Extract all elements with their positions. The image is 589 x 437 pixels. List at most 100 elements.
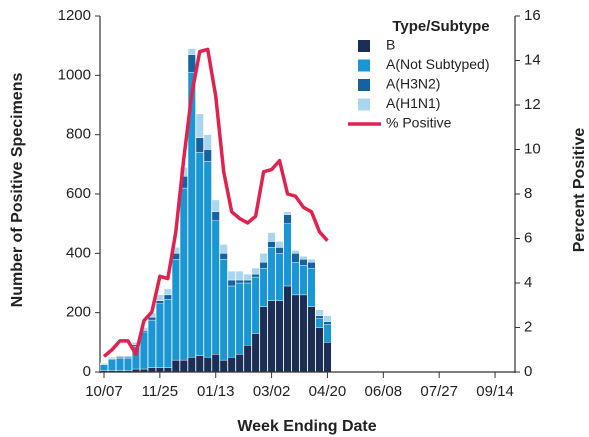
bar-segment: [251, 273, 260, 278]
bar-segment: [108, 356, 116, 359]
x-tick-label: 06/08: [365, 383, 403, 400]
bar-segment: [163, 299, 172, 368]
legend-swatch: [358, 40, 370, 52]
bar-segment: [203, 149, 212, 162]
bar-segment: [123, 355, 132, 358]
bar-segment: [123, 358, 132, 371]
bar-segment: [163, 294, 172, 300]
bar-segment: [307, 306, 316, 373]
y-tick-label: 1000: [58, 66, 91, 83]
y2-tick-label: 2: [524, 318, 532, 335]
bar-segment: [163, 288, 172, 296]
y2-tick-label: 10: [524, 140, 541, 157]
legend-label: A(Not Subtyped): [386, 56, 490, 72]
bar-segment: [116, 356, 124, 359]
bar-segment: [315, 327, 324, 373]
bar-segment: [275, 247, 284, 254]
bar-segment: [267, 300, 276, 373]
x-tick-label: 10/07: [85, 383, 123, 400]
y2-tick-label: 16: [524, 7, 541, 24]
bar-segment: [227, 285, 236, 358]
bar-segment: [243, 279, 252, 284]
bar-segment: [275, 241, 284, 248]
bar-segment: [251, 276, 260, 334]
x-tick-label: 09/14: [476, 383, 514, 400]
bar-segment: [147, 319, 156, 368]
bar-segment: [179, 187, 188, 361]
y2-axis-title: Percent Positive: [571, 128, 588, 253]
legend-swatch: [358, 79, 370, 91]
bar-segment: [283, 211, 292, 215]
bar-segment: [235, 282, 244, 355]
bar-segment: [211, 220, 220, 355]
y-tick-label: 400: [66, 244, 91, 261]
y-tick-label: 800: [66, 126, 91, 143]
y-tick-label: 200: [66, 304, 91, 321]
bar-segment: [291, 294, 300, 373]
bar-segment: [291, 250, 300, 254]
bar-segment: [275, 253, 284, 301]
y-tick-label: 1200: [58, 7, 91, 24]
bar-segment: [243, 273, 252, 281]
y2-tick-label: 8: [524, 185, 532, 202]
bar-segment: [116, 358, 124, 371]
x-axis-title: Week Ending Date: [237, 418, 376, 435]
bar-segment: [100, 362, 108, 365]
bar-segment: [211, 199, 220, 213]
legend-swatch: [358, 59, 370, 72]
bar-segment: [243, 282, 252, 346]
bar-segment: [259, 267, 268, 307]
x-tick-label: 07/27: [420, 383, 458, 400]
legend-label: B: [386, 37, 395, 53]
bar-segment: [315, 318, 324, 328]
bar-segment: [195, 113, 204, 138]
bar-segment: [147, 367, 156, 373]
bar-segment: [267, 232, 276, 242]
bar-segment: [171, 259, 180, 361]
legend-swatch: [358, 98, 370, 111]
x-tick-label: 11/25: [142, 383, 178, 400]
y-tick-label: 600: [66, 185, 91, 202]
y-tick-label: 0: [83, 363, 91, 380]
bar-segment: [323, 315, 332, 322]
bar-segment: [243, 345, 252, 373]
bar-segment: [227, 279, 236, 287]
bar-segment: [307, 267, 316, 307]
bar-segment: [235, 354, 244, 373]
bar-segment: [211, 211, 220, 221]
bar-segment: [195, 152, 204, 356]
bar-segment: [291, 253, 300, 263]
y2-tick-label: 4: [524, 274, 532, 291]
y2-tick-label: 14: [524, 51, 541, 68]
bar-segment: [195, 137, 204, 153]
bar-segment: [259, 253, 268, 263]
bar-segment: [299, 256, 308, 260]
x-tick-label: 04/20: [309, 383, 347, 400]
bar-segment: [291, 262, 300, 296]
bar-segment: [251, 267, 260, 275]
bar-segment: [147, 316, 156, 321]
bar-segment: [187, 54, 196, 73]
bar-segment: [299, 294, 308, 373]
bar-segment: [259, 262, 268, 269]
bar-segment: [259, 306, 268, 373]
bar-segment: [211, 354, 220, 373]
legend-label: A(H3N2): [386, 76, 440, 92]
bar-segment: [163, 367, 172, 373]
bar-segment: [219, 244, 228, 254]
bar-segment: [323, 324, 332, 343]
line-series: [102, 47, 329, 358]
bar-segment: [323, 321, 332, 325]
bar-segment: [187, 356, 196, 373]
bar-segment: [235, 279, 244, 284]
bar-segment: [283, 214, 292, 224]
bar-segment: [283, 223, 292, 287]
bar-segment: [227, 270, 236, 281]
bar-segment: [227, 356, 236, 373]
bar-segment: [307, 262, 316, 269]
bar-segment: [219, 259, 228, 361]
y2-tick-label: 6: [524, 229, 532, 246]
x-tick-label: 01/13: [197, 383, 235, 400]
bar-segment: [315, 315, 324, 319]
